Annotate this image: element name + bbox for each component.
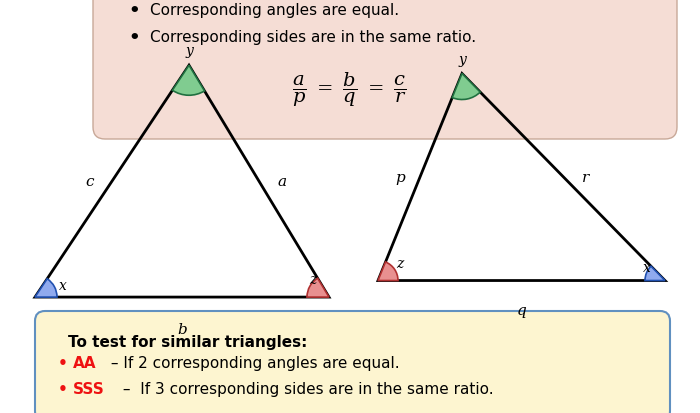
Text: •: •: [128, 29, 139, 47]
Text: x: x: [643, 260, 651, 274]
Text: •: •: [58, 381, 68, 396]
Text: r: r: [582, 171, 589, 185]
Text: b: b: [177, 322, 187, 336]
Text: z: z: [309, 273, 316, 286]
Text: x: x: [59, 278, 67, 292]
Wedge shape: [378, 262, 398, 281]
Text: c: c: [85, 175, 94, 189]
Wedge shape: [172, 66, 204, 96]
Text: –  If 3 corresponding sides are in the same ratio.: – If 3 corresponding sides are in the sa…: [118, 381, 493, 396]
Text: $\dfrac{a}{p}\ =\ \dfrac{b}{q}\ =\ \dfrac{c}{r}$: $\dfrac{a}{p}\ =\ \dfrac{b}{q}\ =\ \dfra…: [293, 71, 407, 109]
Text: AA: AA: [73, 355, 97, 370]
Text: •: •: [128, 2, 139, 20]
Text: – If 2 corresponding angles are equal.: – If 2 corresponding angles are equal.: [106, 355, 400, 370]
Text: y: y: [458, 52, 466, 66]
Wedge shape: [645, 267, 665, 281]
Wedge shape: [307, 279, 329, 297]
Text: z: z: [396, 256, 404, 270]
Text: Corresponding sides are in the same ratio.: Corresponding sides are in the same rati…: [150, 31, 476, 45]
Text: SSS: SSS: [73, 381, 105, 396]
Text: a: a: [277, 175, 286, 189]
Text: To test for similar triangles:: To test for similar triangles:: [68, 334, 307, 349]
Wedge shape: [452, 74, 480, 100]
Text: •: •: [58, 355, 68, 370]
Text: p: p: [395, 171, 405, 185]
Text: y: y: [185, 44, 193, 58]
Text: Corresponding angles are equal.: Corresponding angles are equal.: [150, 3, 399, 19]
FancyBboxPatch shape: [93, 0, 677, 140]
FancyBboxPatch shape: [35, 311, 670, 413]
Wedge shape: [35, 279, 57, 297]
Text: q: q: [517, 303, 526, 317]
